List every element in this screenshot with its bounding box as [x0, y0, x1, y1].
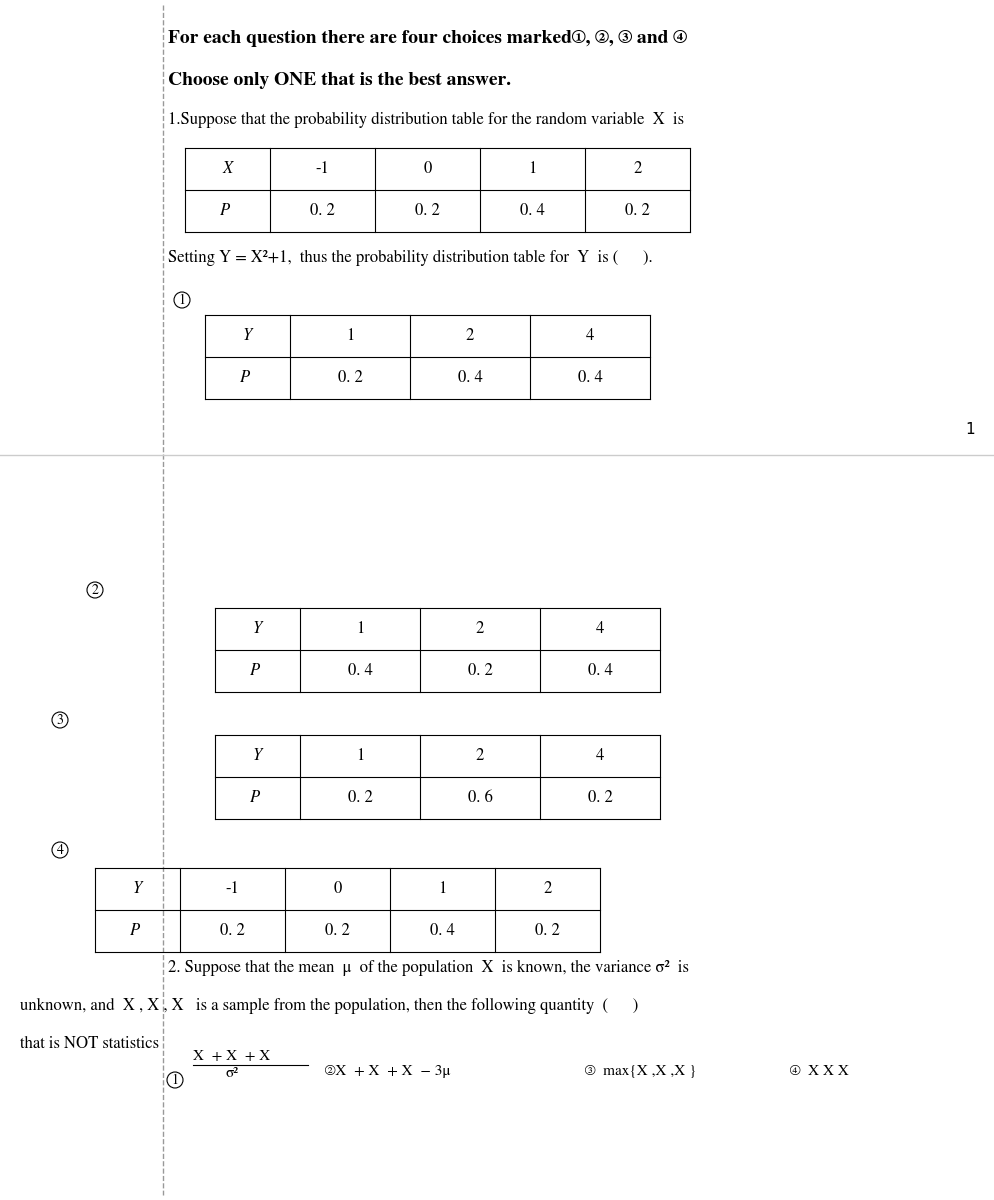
Text: Y: Y [252, 620, 261, 637]
Text: 1: 1 [356, 620, 364, 637]
Text: 0. 4: 0. 4 [577, 370, 601, 386]
Text: 2. Suppose that the mean  μ  of the population  X  is known, the variance σ²  is: 2. Suppose that the mean μ of the popula… [168, 960, 688, 976]
Text: X₁ + X₂ + X₃: X₁ + X₂ + X₃ [193, 1050, 274, 1063]
Text: Pᵢ: Pᵢ [250, 790, 264, 806]
Text: 0. 2: 0. 2 [535, 923, 560, 940]
Text: Y: Y [243, 328, 251, 344]
Text: X: X [223, 161, 233, 178]
Text: Pᵢ: Pᵢ [250, 662, 264, 679]
Text: -1: -1 [315, 161, 329, 178]
Text: 1: 1 [438, 881, 446, 898]
Text: 0. 2: 0. 2 [347, 790, 372, 806]
Text: 0. 4: 0. 4 [457, 370, 482, 386]
Text: that is NOT statistics: that is NOT statistics [20, 1036, 159, 1052]
Text: 0. 2: 0. 2 [310, 203, 335, 220]
Text: 4: 4 [585, 328, 593, 344]
Text: 0. 2: 0. 2 [467, 662, 492, 679]
Text: 2: 2 [632, 161, 641, 178]
Text: 1: 1 [346, 328, 354, 344]
Text: Y: Y [133, 881, 142, 898]
Text: 0: 0 [333, 881, 341, 898]
Text: 4: 4 [595, 620, 603, 637]
Text: 1.Suppose that the probability distribution table for the random variable  X  is: 1.Suppose that the probability distribut… [168, 112, 683, 128]
Text: 2: 2 [465, 328, 474, 344]
Text: Setting Y = X²+1,  thus the probability distribution table for  Y  is (      ).: Setting Y = X²+1, thus the probability d… [168, 250, 652, 266]
Text: 2: 2 [91, 583, 98, 596]
Text: 1: 1 [356, 748, 364, 764]
Text: 0. 2: 0. 2 [325, 923, 350, 940]
Text: 1: 1 [178, 293, 185, 307]
Text: Pᵢ: Pᵢ [130, 923, 144, 940]
Text: 0. 4: 0. 4 [347, 662, 372, 679]
Text: 0: 0 [423, 161, 431, 178]
Text: 0. 2: 0. 2 [414, 203, 439, 220]
Text: σ²: σ² [225, 1067, 238, 1080]
Text: 0. 4: 0. 4 [429, 923, 454, 940]
Text: ④  X₁X₂X₃: ④ X₁X₂X₃ [789, 1066, 852, 1079]
Text: Pᵢ: Pᵢ [220, 203, 235, 220]
Text: 0. 4: 0. 4 [587, 662, 612, 679]
Text: 1: 1 [528, 161, 536, 178]
Text: Choose only ONE that is the best answer.: Choose only ONE that is the best answer. [168, 72, 511, 89]
Text: 0. 6: 0. 6 [467, 790, 492, 806]
Text: 1: 1 [171, 1073, 178, 1087]
Text: 2: 2 [475, 748, 484, 764]
Text: 4: 4 [595, 748, 603, 764]
Text: 0. 2: 0. 2 [337, 370, 362, 386]
Text: 1: 1 [964, 422, 974, 437]
Text: 0. 2: 0. 2 [587, 790, 612, 806]
Text: 4: 4 [57, 844, 64, 857]
Text: 0. 2: 0. 2 [220, 923, 245, 940]
Text: Y: Y [252, 748, 261, 764]
Text: 2: 2 [475, 620, 484, 637]
Text: ③  max{X₁,X₂,X₃}: ③ max{X₁,X₂,X₃} [584, 1066, 696, 1079]
Text: 2: 2 [543, 881, 551, 898]
Text: unknown, and  X₁, X₂, X₃  is a sample from the population, then the following qu: unknown, and X₁, X₂, X₃ is a sample from… [20, 998, 637, 1014]
Text: -1: -1 [226, 881, 240, 898]
Text: For each question there are four choices marked①, ②, ③ and ④: For each question there are four choices… [168, 30, 686, 47]
Text: 0. 4: 0. 4 [520, 203, 545, 220]
Text: 0. 2: 0. 2 [624, 203, 649, 220]
Text: Pᵢ: Pᵢ [241, 370, 254, 386]
Text: ②X₁ + X₂ + X₃ − 3μ: ②X₁ + X₂ + X₃ − 3μ [325, 1066, 450, 1079]
Text: 3: 3 [57, 713, 64, 727]
